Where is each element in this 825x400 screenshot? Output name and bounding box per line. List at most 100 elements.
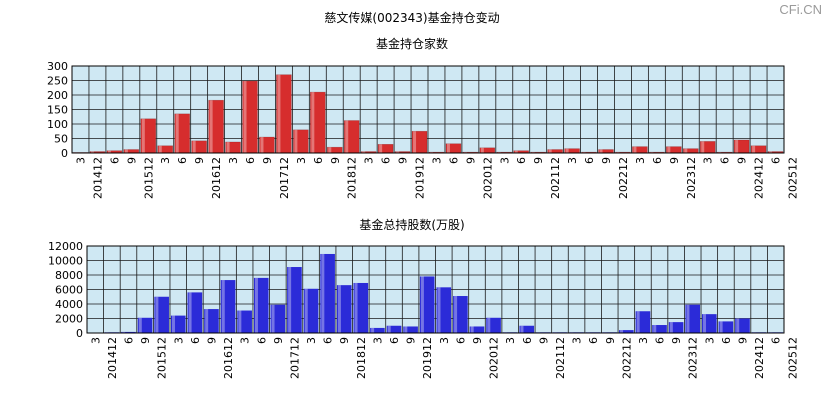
shares-bar [619,330,634,333]
shares-x-tick-label: 3 [637,337,650,344]
shares-x-tick-label: 202112 [554,337,567,379]
shares-x-tick-label: 3 [89,337,102,344]
count-bar-highlight [192,140,196,153]
shares-x-tick-label: 3 [239,337,252,344]
count-x-tick-label: 9 [464,157,477,164]
count-x-tick-label: 202012 [481,157,494,199]
count-x-tick-label: 6 [719,157,732,164]
shares-bar-highlight [254,277,258,333]
fund-count-chart-title: 基金持仓家数 [376,36,448,51]
count-bar-highlight [345,120,349,153]
shares-bar-highlight [205,309,209,333]
shares-x-tick-label: 6 [720,337,733,344]
count-bar-highlight [107,150,111,153]
count-x-tick-label: 9 [668,157,681,164]
shares-x-tick-label: 6 [654,337,667,344]
shares-x-tick-label: 6 [322,337,335,344]
shares-x-tick-label: 9 [737,337,750,344]
shares-y-tick-label: 8000 [55,269,83,282]
shares-x-tick-label: 6 [521,337,534,344]
count-bar-highlight [260,137,264,153]
shares-bar [220,280,236,333]
shares-bar-highlight [371,327,375,333]
count-x-tick-label: 3 [295,157,308,164]
shares-bar-highlight [321,253,325,333]
shares-y-tick-label: 6000 [55,284,83,297]
shares-bar-highlight [271,304,275,333]
count-bar-highlight [684,148,688,153]
count-x-tick-label: 6 [583,157,596,164]
count-bar-highlight [124,149,128,153]
shares-bar [668,322,684,333]
count-bar-highlight [514,150,518,153]
count-y-tick-label: 200 [47,89,68,102]
shares-x-tick-label: 6 [388,337,401,344]
count-x-tick-label: 6 [108,157,121,164]
count-x-tick-label: 201612 [210,157,223,199]
shares-bar-highlight [636,311,640,333]
count-bar-highlight [175,113,179,153]
shares-y-tick-label: 4000 [55,298,83,311]
count-x-tick-label: 201912 [414,157,427,199]
shares-x-tick-label: 9 [272,337,285,344]
shares-bar [270,304,286,333]
count-x-tick-label: 3 [159,157,172,164]
shares-y-tick-label: 2000 [55,313,83,326]
shares-bar [370,327,385,333]
count-plot-border [71,65,785,154]
count-x-tick-label: 6 [651,157,664,164]
count-y-tick-label: 50 [54,133,68,146]
shares-bar-highlight [454,296,458,333]
count-x-tick-label: 201412 [91,157,104,199]
count-x-tick-label: 202412 [753,157,766,199]
shares-y-tick-label: 12000 [48,240,83,253]
shares-bar-highlight [288,267,292,333]
count-bar-highlight [277,74,281,153]
count-x-tick-label: 9 [329,157,342,164]
count-x-tick-label: 3 [498,157,511,164]
count-x-tick-label: 202512 [786,157,799,199]
count-bar-highlight [141,118,145,153]
shares-bar [237,310,252,333]
shares-x-tick-label: 6 [587,337,600,344]
watermark-logo: CFi.CN [779,2,822,17]
count-x-tick-label: 201512 [142,157,155,199]
count-x-tick-label: 202312 [685,157,698,199]
shares-x-tick-label: 3 [438,337,451,344]
count-x-tick-label: 9 [397,157,410,164]
shares-bar-highlight [354,282,358,333]
shares-bar [702,314,717,333]
shares-x-tick-label: 202212 [620,337,633,379]
shares-y-tick-label: 0 [76,327,83,340]
shares-bar [204,309,219,333]
shares-bar-highlight [122,331,126,333]
count-x-tick-label: 6 [380,157,393,164]
shares-x-tick-label: 6 [122,337,135,344]
shares-bar [419,276,435,333]
count-bar-highlight [90,151,94,153]
count-x-tick-label: 9 [736,157,749,164]
count-x-tick-label: 3 [430,157,443,164]
shares-bar-highlight [669,322,673,333]
shares-bar [519,325,535,333]
shares-x-tick-label: 3 [371,337,384,344]
shares-x-tick-label: 201912 [421,337,434,379]
shares-x-tick-label: 202012 [488,337,501,379]
count-x-tick-label: 3 [702,157,715,164]
count-bar-highlight [396,151,400,153]
count-x-tick-label: 9 [532,157,545,164]
count-y-tick-label: 300 [47,60,68,73]
count-x-tick-label: 3 [227,157,240,164]
shares-bar [253,277,269,333]
count-x-tick-label: 202112 [549,157,562,199]
shares-y-tick-label: 10000 [48,255,83,268]
count-bar-highlight [480,147,484,153]
shares-bar [386,325,402,333]
shares-x-tick-label: 9 [205,337,218,344]
shares-bar-highlight [620,330,624,333]
shares-bar [403,326,418,333]
shares-x-tick-label: 6 [189,337,202,344]
shares-bar [154,296,169,333]
count-x-tick-label: 6 [515,157,528,164]
